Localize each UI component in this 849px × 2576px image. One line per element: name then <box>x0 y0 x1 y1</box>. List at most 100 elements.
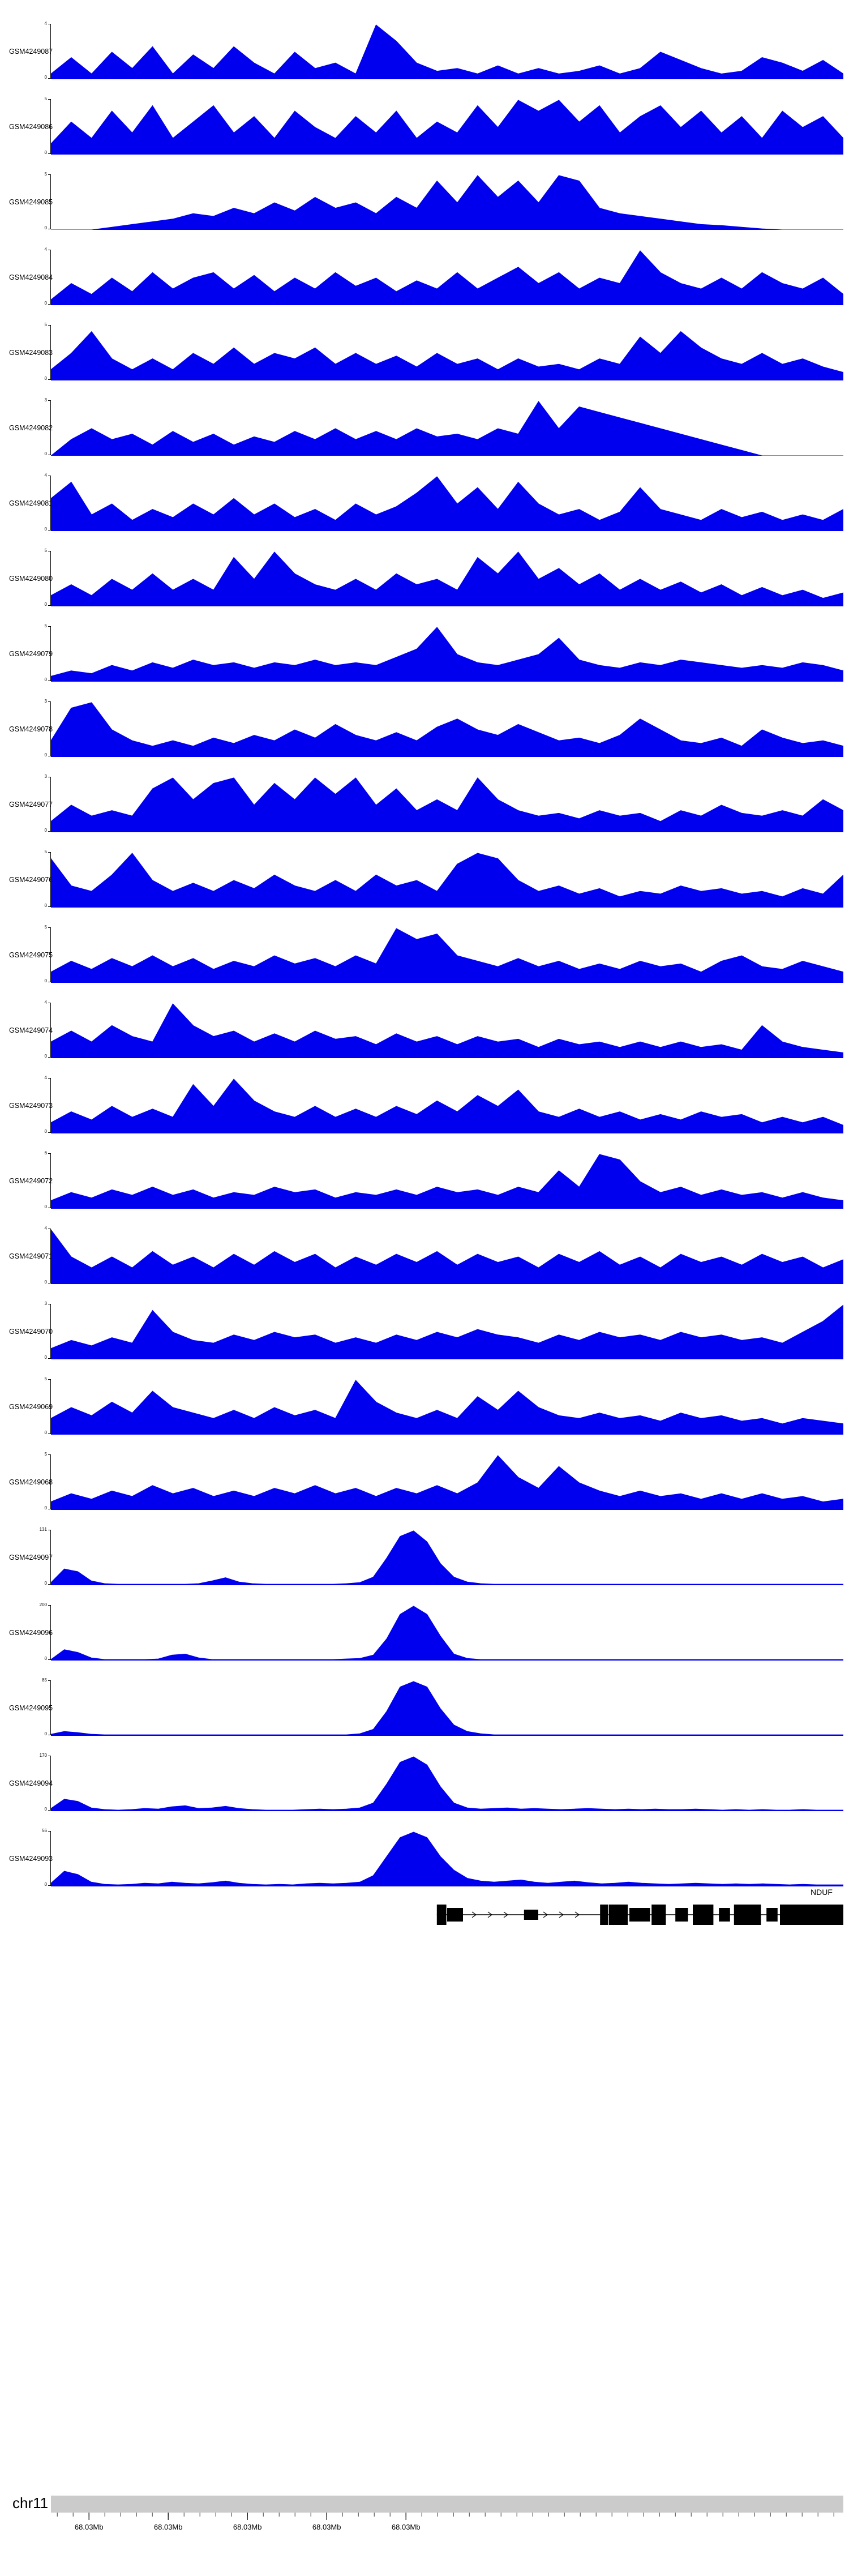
y-axis-zero-label: 0 <box>44 451 47 456</box>
strand-arrow-icon <box>559 1911 564 1918</box>
y-axis-line <box>50 777 51 832</box>
chromosome-label: chr11 <box>12 2494 49 2511</box>
y-axis-zero-label: 0 <box>44 1355 47 1360</box>
coverage-area-plot <box>51 853 843 908</box>
y-axis-tick-zero <box>48 1584 50 1585</box>
y-axis-max-label: 5 <box>44 925 47 930</box>
y-axis-zero-label: 0 <box>44 1129 47 1134</box>
y-axis-max-label: 4 <box>44 1000 47 1005</box>
track-label: GSM4249069 <box>9 1403 53 1411</box>
exon-box <box>608 1905 628 1925</box>
y-axis-tick-max <box>48 1605 50 1606</box>
y-axis-zero-label: 0 <box>44 301 47 306</box>
y-axis-tick-max <box>48 701 50 702</box>
y-axis-zero-label: 0 <box>44 903 47 908</box>
y-axis-max-label: 3 <box>44 1301 47 1306</box>
coverage-area-plot <box>51 1079 843 1133</box>
y-axis-max-label: 5 <box>44 1376 47 1381</box>
y-axis-tick-max <box>48 400 50 401</box>
ruler-tick-label: 68.03Mb <box>233 2523 262 2531</box>
exon-box <box>719 1908 730 1922</box>
y-axis-max-label: 5 <box>44 96 47 101</box>
track-label: GSM4249094 <box>9 1779 53 1787</box>
track-label: GSM4249081 <box>9 499 53 507</box>
exon-box <box>734 1905 761 1925</box>
exon-box <box>629 1908 650 1922</box>
coverage-area-plot <box>51 250 843 305</box>
coverage-area-plot <box>51 1455 843 1510</box>
track-label: GSM4249086 <box>9 123 53 131</box>
y-axis-zero-label: 0 <box>44 978 47 983</box>
strand-arrow-icon <box>543 1911 548 1918</box>
y-axis-tick-zero <box>48 605 50 606</box>
track-row: GSM4249094 170 0 <box>0 1753 849 1812</box>
coverage-area-plot <box>51 1756 843 1811</box>
coverage-area-plot <box>51 1229 843 1284</box>
coverage-area-plot <box>51 24 843 79</box>
y-axis-max-label: 3 <box>44 397 47 403</box>
y-axis-zero-label: 0 <box>44 1505 47 1510</box>
y-axis-tick-max <box>48 852 50 853</box>
gene-model <box>436 1905 843 1925</box>
track-label: GSM4249079 <box>9 650 53 658</box>
y-axis-zero-label: 0 <box>44 828 47 833</box>
y-axis-line <box>50 1229 51 1283</box>
coverage-area-plot <box>51 476 843 531</box>
coverage-area-plot <box>51 331 843 380</box>
y-axis-tick-zero <box>48 1057 50 1058</box>
coverage-area-plot <box>51 1154 843 1209</box>
coverage-area-plot <box>51 1380 843 1435</box>
y-axis-line <box>50 1153 51 1208</box>
track-label: GSM4249097 <box>9 1554 53 1561</box>
y-axis-max-label: 3 <box>44 699 47 704</box>
y-axis-line <box>50 626 51 681</box>
strand-arrow-icon <box>487 1911 493 1918</box>
track-label: GSM4249075 <box>9 951 53 959</box>
gene-name-label: NDUF <box>811 1888 833 1897</box>
track-row: GSM4249076 5 0 <box>0 849 849 908</box>
coverage-area-plot <box>51 1832 843 1886</box>
y-axis-max-label: 5 <box>44 1452 47 1457</box>
track-row: GSM4249080 5 0 <box>0 548 849 607</box>
coverage-area-plot <box>51 100 843 155</box>
y-axis-line <box>50 174 51 229</box>
y-axis-line <box>50 250 51 305</box>
track-row: GSM4249078 3 0 <box>0 699 849 758</box>
y-axis-tick-zero <box>48 379 50 380</box>
y-axis-max-label: 200 <box>39 1602 47 1607</box>
coverage-area-plot <box>51 777 843 832</box>
ruler-tick-label: 68.03Mb <box>154 2523 183 2531</box>
y-axis-line <box>50 400 51 455</box>
y-axis-tick-zero <box>48 831 50 832</box>
track-row: GSM4249084 4 0 <box>0 247 849 306</box>
y-axis-zero-label: 0 <box>44 1731 47 1736</box>
track-label: GSM4249072 <box>9 1177 53 1185</box>
track-label: GSM4249084 <box>9 273 53 281</box>
y-axis-zero-label: 0 <box>44 1430 47 1435</box>
y-axis-zero-label: 0 <box>44 225 47 230</box>
y-axis-max-label: 4 <box>44 1075 47 1080</box>
track-label: GSM4249074 <box>9 1026 53 1034</box>
y-axis-zero-label: 0 <box>44 1054 47 1059</box>
track-row: GSM4249068 5 0 <box>0 1452 849 1510</box>
track-label: GSM4249070 <box>9 1328 53 1336</box>
track-label: GSM4249085 <box>9 198 53 206</box>
y-axis-line <box>50 1379 51 1434</box>
coverage-area-plot <box>51 1304 843 1359</box>
track-row: GSM4249082 3 0 <box>0 397 849 456</box>
coverage-area-plot <box>51 551 843 606</box>
track-row: GSM4249086 5 0 <box>0 96 849 155</box>
y-axis-line <box>50 1530 51 1585</box>
coverage-area-plot <box>51 1530 843 1585</box>
exon-box <box>675 1908 688 1922</box>
track-row: GSM4249072 6 0 <box>0 1150 849 1209</box>
track-row: GSM4249085 5 0 <box>0 172 849 230</box>
track-row: GSM4249083 5 0 <box>0 322 849 381</box>
y-axis-line <box>50 701 51 756</box>
y-axis-tick-max <box>48 99 50 100</box>
coverage-area-plot <box>51 928 843 983</box>
y-axis-line <box>50 1605 51 1660</box>
y-axis-tick-zero <box>48 1810 50 1811</box>
y-axis-zero-label: 0 <box>44 1807 47 1812</box>
track-row: GSM4249081 4 0 <box>0 473 849 532</box>
